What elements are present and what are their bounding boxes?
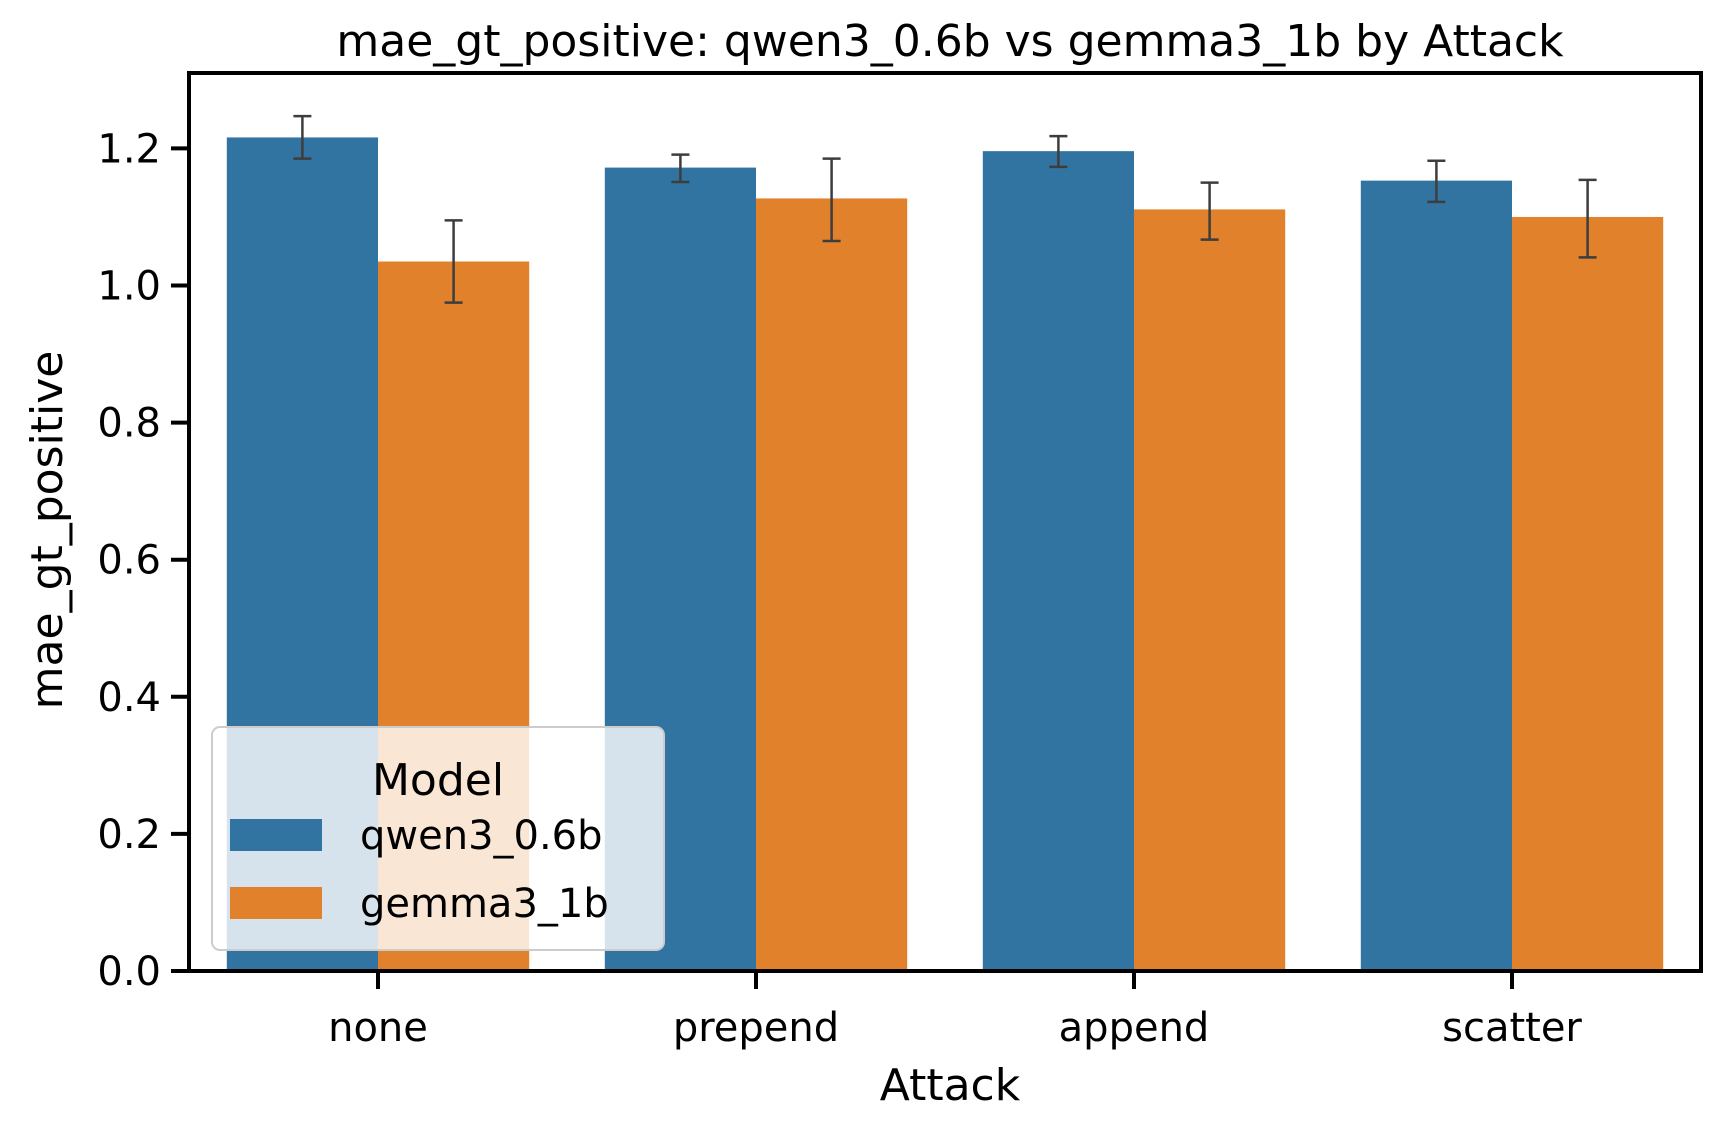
x-axis-title: Attack	[880, 1060, 1021, 1111]
y-tick-label: 1.2	[97, 126, 161, 172]
legend-label-qwen3_0.6b: qwen3_0.6b	[360, 813, 603, 859]
error-bar-qwen3_0.6b-prepend	[671, 153, 690, 184]
error-bar-qwen3_0.6b-scatter	[1427, 159, 1446, 204]
legend-box	[211, 726, 665, 951]
error-bar-qwen3_0.6b-none	[293, 114, 312, 160]
y-tick-label: 1.0	[97, 264, 161, 310]
legend-label-gemma3_1b: gemma3_1b	[360, 881, 609, 927]
x-tick-label-scatter: scatter	[1442, 1005, 1582, 1051]
y-axis-title: mae_gt_positive	[22, 351, 73, 710]
y-tick-label: 0.4	[97, 675, 161, 721]
legend-title: Model	[372, 755, 504, 806]
bar-gemma3_1b-prepend	[756, 198, 908, 971]
bar-qwen3_0.6b-scatter	[1360, 180, 1512, 971]
bar-gemma3_1b-scatter	[1512, 216, 1664, 971]
legend: Model qwen3_0.6b gemma3_1b	[211, 726, 665, 951]
y-tick-label: 0.6	[97, 538, 161, 584]
x-tick-label-prepend: prepend	[673, 1005, 839, 1051]
x-tick-label-none: none	[328, 1005, 428, 1051]
error-bar-gemma3_1b-prepend	[822, 157, 841, 243]
chart-title: mae_gt_positive: qwen3_0.6b vs gemma3_1b…	[336, 16, 1564, 67]
error-bar-gemma3_1b-none	[444, 219, 463, 304]
x-axis-ticks: none prepend append scatter	[328, 971, 1582, 1051]
x-tick-label-append: append	[1059, 1005, 1210, 1051]
error-bar-gemma3_1b-scatter	[1578, 178, 1597, 259]
y-tick-label: 0.8	[97, 401, 161, 447]
legend-swatch-gemma3_1b	[230, 887, 322, 919]
bar-gemma3_1b-append	[1134, 209, 1286, 971]
legend-swatch-qwen3_0.6b	[230, 819, 322, 851]
y-axis-ticks: 0.0 0.2 0.4 0.6 0.8 1.0 1.2	[97, 126, 189, 995]
error-bar-gemma3_1b-append	[1200, 181, 1219, 241]
y-tick-label: 0.2	[97, 812, 161, 858]
y-tick-label: 0.0	[97, 949, 161, 995]
bar-qwen3_0.6b-append	[982, 151, 1134, 972]
plot-frame	[187, 71, 1703, 973]
error-bar-qwen3_0.6b-append	[1049, 134, 1068, 169]
